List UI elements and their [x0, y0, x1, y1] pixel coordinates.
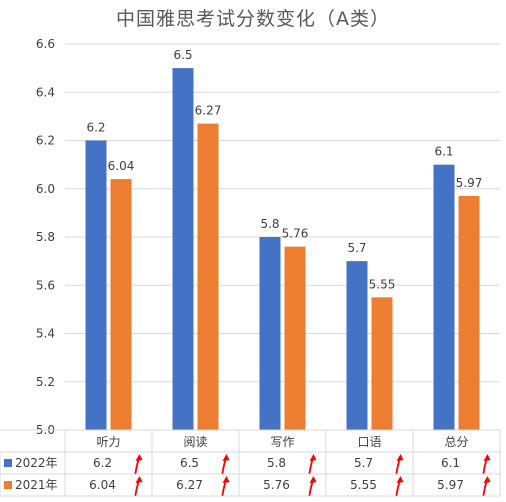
data-label: 5.7	[347, 241, 366, 255]
red-arrow-head-icon	[135, 476, 143, 483]
y-tick-label: 6.4	[36, 85, 55, 99]
y-tick-label: 5.2	[36, 375, 55, 389]
red-arrow-head-icon	[135, 454, 143, 461]
table-cell-value: 5.7	[354, 456, 373, 470]
data-label: 5.76	[282, 227, 309, 241]
table-cell-value: 6.5	[180, 456, 199, 470]
legend-label: 2021年	[15, 478, 58, 492]
table-cell-value: 5.55	[350, 478, 377, 492]
red-arrow-head-icon	[483, 476, 491, 483]
category-label: 听力	[96, 435, 120, 449]
table-cell-value: 5.8	[267, 456, 286, 470]
legend-swatch	[4, 481, 12, 489]
data-label: 5.8	[260, 217, 279, 231]
red-arrow-head-icon	[396, 476, 404, 483]
data-label: 5.55	[369, 277, 396, 291]
bar	[85, 140, 107, 430]
data-label: 6.5	[173, 48, 192, 62]
bar	[110, 179, 132, 430]
table-cell-value: 6.04	[89, 478, 116, 492]
y-tick-label: 5.6	[36, 278, 55, 292]
data-label: 6.2	[86, 121, 105, 135]
legend-swatch	[4, 459, 12, 467]
table-cell-value: 5.97	[437, 478, 464, 492]
red-arrow-head-icon	[222, 476, 230, 483]
red-arrow-head-icon	[309, 476, 317, 483]
y-tick-label: 5.4	[36, 327, 55, 341]
data-label: 6.1	[434, 145, 453, 159]
category-label: 写作	[270, 435, 294, 449]
bar	[458, 195, 480, 430]
bar	[284, 246, 306, 430]
data-label: 6.27	[195, 104, 222, 118]
bar	[172, 68, 194, 430]
bar	[346, 261, 368, 430]
red-arrow-head-icon	[309, 454, 317, 461]
y-tick-label: 5.8	[36, 230, 55, 244]
table-cell-value: 6.2	[93, 456, 112, 470]
y-tick-label: 6.0	[36, 182, 55, 196]
category-label: 总分	[444, 435, 468, 449]
legend-label: 2022年	[15, 456, 58, 470]
red-arrow-head-icon	[222, 454, 230, 461]
red-arrow-head-icon	[396, 454, 404, 461]
y-tick-label: 6.2	[36, 134, 55, 148]
bar	[371, 297, 393, 430]
table-cell-value: 5.76	[263, 478, 290, 492]
bar	[197, 123, 219, 431]
y-tick-label: 6.6	[36, 37, 55, 51]
category-label: 口语	[357, 435, 381, 449]
red-arrow-head-icon	[483, 454, 491, 461]
chart-title: 中国雅思考试分数变化（A类）	[116, 8, 390, 30]
table-cell-value: 6.1	[441, 456, 460, 470]
data-label: 5.97	[456, 176, 483, 190]
table-cell-value: 6.27	[176, 478, 203, 492]
data-label: 6.04	[108, 159, 135, 173]
category-label: 阅读	[183, 435, 207, 449]
bar	[259, 237, 281, 430]
bar	[433, 164, 455, 430]
